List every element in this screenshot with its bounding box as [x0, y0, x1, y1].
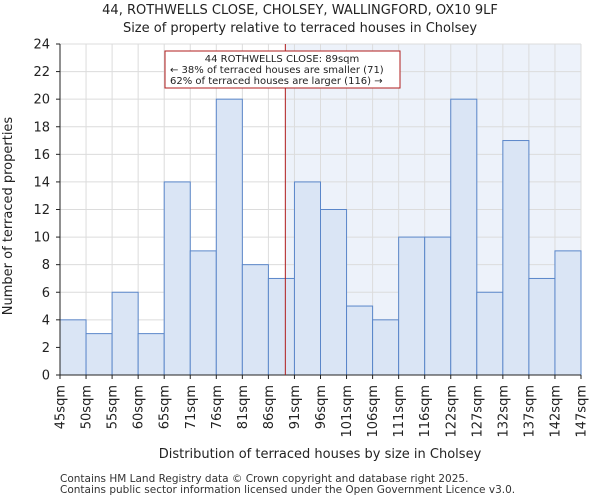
y-tick-label: 14 [33, 175, 50, 190]
x-tick-label: 132sqm [496, 385, 511, 438]
y-tick-label: 6 [42, 286, 50, 301]
x-tick-label: 76sqm [210, 385, 225, 429]
x-tick-label: 116sqm [418, 385, 433, 438]
bar [85, 333, 113, 376]
x-tick-label: 91sqm [288, 385, 303, 429]
x-tick-label: 86sqm [262, 385, 277, 429]
bar [293, 181, 322, 376]
bar [241, 264, 269, 376]
chart-subtitle: Size of property relative to terraced ho… [122, 21, 478, 36]
y-tick-label: 12 [33, 203, 50, 218]
bar [189, 250, 217, 376]
x-tick-label: 101sqm [340, 385, 355, 438]
y-tick-label: 8 [42, 258, 50, 273]
y-axis-label: Number of terraced properties [1, 117, 16, 316]
bar [59, 319, 87, 376]
y-tick-label: 18 [33, 120, 50, 135]
x-tick-label: 71sqm [184, 385, 199, 429]
x-tick-label: 50sqm [80, 385, 95, 429]
x-tick-label: 111sqm [392, 385, 407, 438]
x-tick-label: 127sqm [470, 385, 485, 438]
annotation-line-2: ← 38% of terraced houses are smaller (71… [170, 65, 384, 76]
annotation-box: 44 ROTHWELLS CLOSE: 89sqm ← 38% of terra… [164, 50, 401, 89]
y-tick-label: 4 [42, 313, 50, 328]
annotation-line-1: 44 ROTHWELLS CLOSE: 89sqm [205, 54, 360, 65]
x-tick-label: 147sqm [575, 385, 590, 438]
bar [372, 319, 400, 376]
bar [502, 140, 530, 376]
x-tick-label: 142sqm [548, 385, 563, 438]
bar [528, 277, 556, 376]
bar [424, 236, 452, 376]
y-tick-label: 16 [33, 148, 50, 163]
annotation-line-3: 62% of terraced houses are larger (116) … [170, 76, 383, 87]
y-tick-label: 22 [33, 65, 50, 80]
x-tick-label: 106sqm [366, 385, 381, 438]
bar [215, 98, 243, 376]
bar [450, 98, 478, 376]
x-tick-label: 55sqm [106, 385, 121, 429]
bar [476, 291, 504, 376]
bar [267, 277, 295, 376]
y-tick-label: 0 [42, 369, 50, 384]
y-tick-label: 2 [42, 341, 50, 356]
bar [163, 181, 191, 376]
bar [346, 305, 374, 376]
y-tick-label: 10 [33, 231, 50, 246]
bar [137, 333, 165, 376]
x-axis-label: Distribution of terraced houses by size … [159, 447, 482, 462]
bar [111, 291, 139, 376]
chart-title: 44, ROTHWELLS CLOSE, CHOLSEY, WALLINGFOR… [102, 3, 498, 18]
footer-copyright: Contains HM Land Registry data © Crown c… [60, 473, 469, 485]
x-tick-label: 122sqm [444, 385, 459, 438]
x-tick-label: 60sqm [132, 385, 147, 429]
x-tick-label: 96sqm [314, 385, 329, 429]
x-tick-label: 45sqm [54, 385, 69, 429]
bar [320, 209, 348, 376]
y-tick-label: 24 [33, 38, 50, 53]
y-tick-label: 20 [33, 93, 50, 108]
x-tick-label: 65sqm [158, 385, 173, 429]
footer-licence: Contains public sector information licen… [60, 484, 516, 496]
x-tick-label: 137sqm [522, 385, 537, 438]
x-tick-label: 81sqm [236, 385, 251, 429]
bar [398, 236, 426, 376]
bar [554, 250, 582, 376]
